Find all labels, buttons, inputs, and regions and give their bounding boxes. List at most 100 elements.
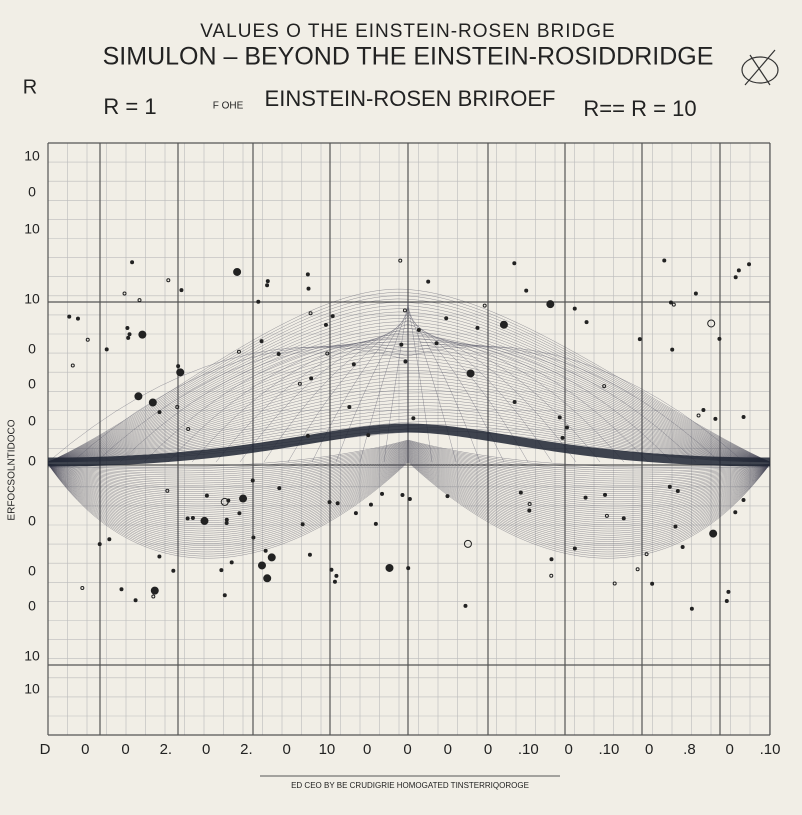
- dot: [250, 478, 255, 483]
- dot: [733, 510, 738, 515]
- dot: [239, 494, 248, 503]
- dot: [747, 262, 752, 267]
- mesh-line: [47, 298, 771, 463]
- mesh-spoke: [407, 303, 433, 463]
- dot: [445, 494, 450, 499]
- dot: [444, 316, 449, 321]
- dot: [224, 517, 229, 522]
- dot: [724, 598, 729, 603]
- x-label: 0: [202, 741, 210, 758]
- mesh-spoke: [407, 343, 697, 463]
- dot: [150, 586, 159, 595]
- dot: [263, 548, 268, 553]
- mesh-spoke: [407, 346, 745, 463]
- mesh-spoke: [167, 339, 409, 463]
- dot: [70, 363, 75, 368]
- dot: [407, 497, 412, 502]
- dot: [127, 332, 132, 337]
- y-label: 10: [24, 291, 40, 307]
- x-label: 2.: [160, 741, 173, 758]
- mesh-spoke: [71, 346, 409, 463]
- dot: [236, 349, 241, 354]
- dot: [259, 339, 264, 344]
- dot: [584, 320, 589, 325]
- subtitle: SIMULON – BEYOND THE EINSTEIN-ROSIDDRIDG…: [103, 43, 714, 71]
- left-mark: R: [23, 76, 37, 98]
- dot: [276, 351, 281, 356]
- dot: [80, 585, 85, 590]
- dot: [426, 279, 431, 284]
- dot: [330, 314, 335, 319]
- x-label: 0: [403, 741, 411, 758]
- dot: [546, 300, 555, 309]
- dot: [466, 369, 475, 378]
- mesh-line: [47, 292, 771, 463]
- mesh-spoke: [407, 311, 481, 463]
- dot: [572, 546, 577, 551]
- dot: [305, 433, 310, 438]
- mesh-spoke: [143, 341, 409, 463]
- dot: [637, 337, 642, 342]
- dot: [297, 381, 302, 386]
- dot: [696, 413, 701, 418]
- dot: [671, 302, 676, 307]
- mesh-spoke: [383, 303, 409, 463]
- dot: [612, 581, 617, 586]
- side-text: ERFOCSOLNTIDOCO: [7, 419, 18, 520]
- dot: [557, 415, 562, 420]
- dot: [263, 574, 272, 583]
- x-label: .10: [518, 741, 539, 758]
- x-label: .8: [683, 741, 696, 758]
- dot: [179, 288, 184, 293]
- mesh-spoke: [47, 346, 409, 463]
- dot: [366, 433, 371, 438]
- y-label: 0: [28, 513, 36, 529]
- dot: [707, 319, 716, 328]
- x-label: 0: [363, 741, 371, 758]
- throat: [47, 423, 771, 467]
- dot: [689, 606, 694, 611]
- dot: [222, 593, 227, 598]
- dot: [680, 545, 685, 550]
- dot: [668, 300, 673, 305]
- dot: [267, 553, 276, 562]
- dot: [380, 491, 385, 496]
- note: F OHE: [213, 101, 244, 112]
- dot: [701, 407, 706, 412]
- x-label: 0: [645, 741, 653, 758]
- dot: [560, 435, 565, 440]
- dot: [126, 335, 131, 340]
- dot: [741, 498, 746, 503]
- logo: [741, 49, 779, 86]
- x-label: 0: [121, 741, 129, 758]
- dot: [402, 308, 407, 313]
- mesh-line: [47, 328, 771, 463]
- dot: [323, 322, 328, 327]
- dot: [512, 399, 517, 404]
- dot: [667, 484, 672, 489]
- dot: [137, 298, 142, 303]
- mesh-spoke: [407, 327, 577, 463]
- y-label: 0: [28, 376, 36, 392]
- dot: [325, 351, 330, 356]
- dot: [104, 347, 109, 352]
- dot: [122, 291, 127, 296]
- dot: [204, 493, 209, 498]
- dot: [119, 587, 124, 592]
- y-label: 10: [24, 148, 40, 164]
- dot: [602, 384, 607, 389]
- dot: [335, 501, 340, 506]
- dot: [398, 258, 403, 263]
- dot: [524, 288, 529, 293]
- dot: [713, 416, 718, 421]
- dot: [257, 561, 266, 570]
- x-label: 0: [444, 741, 452, 758]
- x-label: 2.: [240, 741, 253, 758]
- dot: [148, 398, 157, 407]
- dot: [650, 581, 655, 586]
- y-label: 0: [28, 598, 36, 614]
- dot: [125, 326, 130, 330]
- dot: [307, 552, 312, 557]
- dot: [133, 598, 138, 603]
